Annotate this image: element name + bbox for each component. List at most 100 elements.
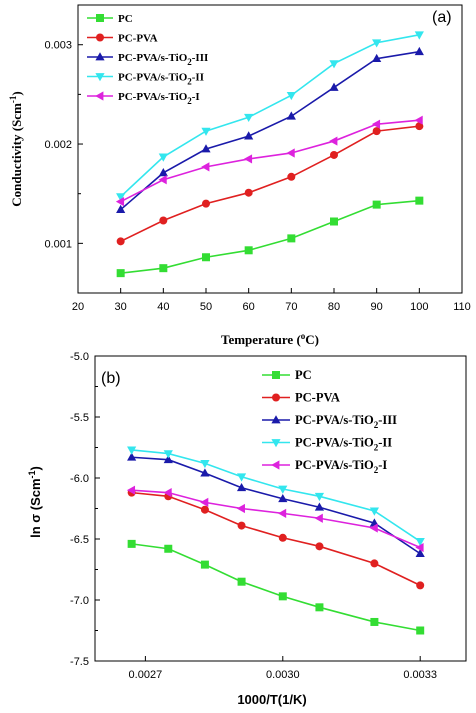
legend-label: PC — [118, 13, 133, 25]
x-tick-label: 90 — [371, 301, 383, 313]
data-point — [415, 548, 425, 558]
data-point — [163, 450, 173, 459]
panel-label-a: (a) — [432, 9, 452, 26]
data-point — [370, 559, 379, 568]
series-line — [131, 456, 421, 555]
data-point — [116, 204, 126, 213]
data-point — [330, 150, 338, 159]
data-point — [159, 264, 168, 273]
data-point — [414, 31, 424, 40]
x-tick-label: 100 — [410, 301, 428, 313]
data-point — [315, 542, 324, 551]
x-tick-label: 0.0030 — [266, 669, 300, 681]
data-point — [277, 508, 287, 518]
series-line — [131, 543, 421, 632]
data-point — [415, 122, 424, 131]
data-point — [372, 39, 382, 48]
data-point — [164, 544, 173, 553]
data-point — [315, 603, 324, 612]
data-point — [127, 539, 136, 548]
series-line — [120, 125, 420, 243]
panel-b-ln-conductivity-vs-inverse-temperature: 0.0027 0.0030 0.0033 -7.5 -7.0 -6.5 -6.0 -5.5 -5… — [27, 351, 467, 707]
data-point — [370, 617, 379, 626]
x-tick-label: 60 — [243, 301, 255, 313]
data-point — [372, 127, 381, 136]
data-point — [415, 196, 424, 205]
data-point — [201, 127, 211, 136]
x-tick-label: 40 — [157, 301, 169, 313]
data-point — [201, 162, 210, 172]
legend-marker — [95, 73, 105, 82]
data-point — [287, 234, 296, 243]
plot-frame-a — [77, 4, 463, 294]
data-point — [115, 197, 125, 207]
data-point — [237, 577, 246, 586]
data-point — [369, 523, 378, 533]
x-tick-label: 80 — [328, 301, 340, 313]
y-tick-label: -5.0 — [70, 351, 89, 363]
data-point — [414, 46, 424, 56]
data-point — [286, 148, 295, 158]
data-point — [287, 172, 296, 181]
data-point — [416, 581, 425, 590]
series-line — [131, 449, 421, 543]
series-line — [120, 50, 420, 211]
data-point — [329, 136, 338, 146]
legend-a: PC PC-PVA PC-PVA/s-TiO2-III PC-PVA/s-TiO2-I… — [87, 13, 208, 106]
x-tick-label: 20 — [72, 301, 84, 313]
legend-marker — [95, 52, 105, 61]
legend-label: PC-PVA/s-TiO2-II — [295, 436, 392, 453]
y-axis-title-b: ln σ (Scm-1) — [27, 466, 43, 538]
legend-label: PC-PVA/s-TiO2-III — [118, 52, 208, 67]
legend-marker — [96, 33, 104, 42]
legend-label: PC-PVA/s-TiO2-I — [295, 458, 387, 475]
data-point — [158, 153, 168, 162]
data-point — [201, 144, 211, 153]
series-line — [120, 119, 420, 203]
x-axis-title-b: 1000/T(1/K) — [237, 692, 306, 707]
legend-label: PC-PVA/s-TiO2-III — [295, 413, 397, 430]
data-point — [236, 482, 247, 492]
series-line — [131, 489, 421, 549]
data-point — [244, 246, 253, 255]
y-tick-label: -6.5 — [70, 534, 89, 546]
legend-marker — [272, 393, 280, 402]
data-point — [158, 175, 167, 185]
data-point — [116, 193, 126, 202]
legend-marker — [271, 415, 281, 424]
data-point — [243, 154, 253, 164]
data-point — [415, 538, 425, 547]
data-point — [372, 200, 381, 209]
x-axis-title-a: Temperature (oC) — [221, 331, 319, 347]
data-point — [200, 505, 209, 514]
panel-label-b: (b) — [101, 370, 121, 387]
data-point — [286, 111, 296, 120]
legend-label: PC-PVA/s-TiO2-I — [118, 91, 200, 106]
x-tick-label: 30 — [115, 301, 127, 313]
data-point — [278, 533, 287, 542]
legend-label: PC-PVA/s-TiO2-II — [118, 72, 204, 87]
x-tick-label: 0.0027 — [129, 669, 163, 681]
y-tick-label: -6.0 — [70, 473, 89, 485]
data-point — [163, 488, 172, 498]
data-point — [369, 507, 379, 516]
y-tick-label: -7.0 — [70, 595, 89, 607]
x-tick-label: 0.0033 — [403, 669, 437, 681]
data-point — [116, 269, 125, 278]
data-point — [200, 459, 210, 469]
data-point — [200, 468, 210, 477]
x-tick-label: 70 — [285, 301, 297, 313]
data-point — [244, 131, 254, 140]
series-line — [120, 34, 420, 198]
data-point — [314, 492, 325, 502]
y-tick-label: -7.5 — [70, 656, 89, 668]
data-point — [126, 485, 136, 495]
plot-frame-b — [94, 355, 467, 662]
data-point — [314, 513, 323, 523]
data-point — [286, 91, 296, 101]
data-point — [116, 237, 125, 246]
data-point — [244, 113, 254, 123]
data-point — [278, 485, 288, 494]
data-point — [202, 253, 210, 262]
